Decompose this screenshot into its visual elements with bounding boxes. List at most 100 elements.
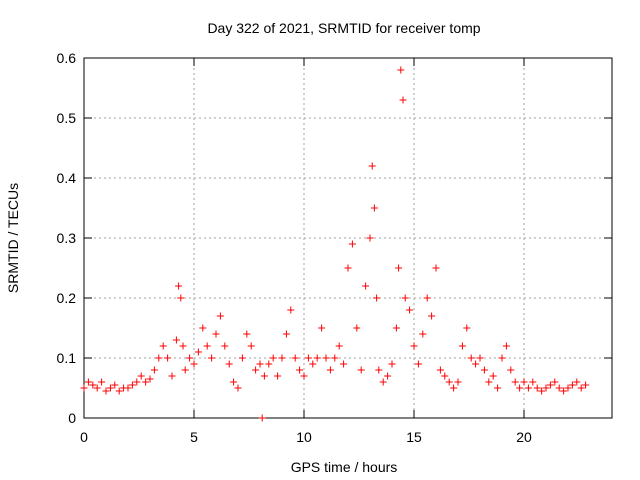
data-point bbox=[551, 378, 559, 386]
data-point bbox=[494, 384, 502, 392]
data-point bbox=[406, 306, 414, 314]
data-point bbox=[366, 234, 374, 242]
data-point bbox=[256, 360, 264, 368]
data-point bbox=[348, 240, 356, 248]
data-point bbox=[516, 384, 524, 392]
data-point bbox=[441, 372, 449, 380]
data-point bbox=[450, 384, 458, 392]
data-point bbox=[155, 354, 163, 362]
data-point bbox=[511, 378, 519, 386]
data-point bbox=[98, 378, 106, 386]
data-point bbox=[520, 378, 528, 386]
data-point bbox=[538, 387, 546, 395]
data-point bbox=[419, 330, 427, 338]
data-point bbox=[291, 354, 299, 362]
data-point bbox=[489, 372, 497, 380]
data-point bbox=[368, 162, 376, 170]
data-point bbox=[322, 354, 330, 362]
data-point bbox=[300, 372, 308, 380]
data-point bbox=[203, 342, 211, 350]
data-point bbox=[423, 294, 431, 302]
data-point bbox=[577, 384, 585, 392]
data-point bbox=[309, 360, 317, 368]
data-point bbox=[278, 354, 286, 362]
data-point bbox=[179, 342, 187, 350]
data-point bbox=[399, 96, 407, 104]
data-point bbox=[502, 342, 510, 350]
data-point bbox=[472, 360, 480, 368]
data-point bbox=[480, 366, 488, 374]
data-point bbox=[326, 366, 334, 374]
data-point bbox=[432, 264, 440, 272]
data-points bbox=[80, 66, 590, 422]
data-point bbox=[546, 381, 554, 389]
data-point bbox=[414, 360, 422, 368]
data-point bbox=[485, 378, 493, 386]
data-point bbox=[379, 378, 387, 386]
y-axis-label: SRMTID / TECUs bbox=[5, 183, 21, 293]
data-point bbox=[84, 378, 92, 386]
data-point bbox=[395, 264, 403, 272]
data-point bbox=[287, 306, 295, 314]
data-point bbox=[194, 348, 202, 356]
data-point bbox=[313, 354, 321, 362]
data-point bbox=[258, 414, 266, 422]
y-tick-label: 0.1 bbox=[57, 350, 77, 366]
data-point bbox=[296, 366, 304, 374]
data-point bbox=[476, 354, 484, 362]
data-point bbox=[533, 384, 541, 392]
data-point bbox=[269, 354, 277, 362]
data-point bbox=[177, 294, 185, 302]
data-point bbox=[102, 387, 110, 395]
y-tick-label: 0.3 bbox=[57, 230, 77, 246]
data-point bbox=[260, 372, 268, 380]
data-point bbox=[582, 381, 590, 389]
data-point bbox=[445, 378, 453, 386]
data-point bbox=[190, 360, 198, 368]
x-tick-label: 15 bbox=[406, 429, 422, 445]
data-point bbox=[463, 324, 471, 332]
data-point bbox=[362, 282, 370, 290]
data-point bbox=[212, 330, 220, 338]
data-point bbox=[524, 384, 532, 392]
data-point bbox=[498, 354, 506, 362]
data-point bbox=[216, 312, 224, 320]
data-point bbox=[555, 384, 563, 392]
data-point bbox=[243, 330, 251, 338]
data-point bbox=[142, 378, 150, 386]
data-point bbox=[146, 375, 154, 383]
y-tick-label: 0.5 bbox=[57, 110, 77, 126]
data-point bbox=[436, 366, 444, 374]
data-point bbox=[388, 360, 396, 368]
data-point bbox=[568, 381, 576, 389]
data-point bbox=[392, 324, 400, 332]
y-tick-label: 0.6 bbox=[57, 50, 77, 66]
plot-area bbox=[83, 57, 613, 419]
data-point bbox=[128, 381, 136, 389]
data-point bbox=[225, 360, 233, 368]
data-point bbox=[80, 384, 88, 392]
data-point bbox=[181, 366, 189, 374]
x-tick-label: 10 bbox=[296, 429, 312, 445]
data-point bbox=[238, 354, 246, 362]
data-point bbox=[199, 324, 207, 332]
data-point bbox=[208, 354, 216, 362]
data-point bbox=[507, 366, 515, 374]
data-point bbox=[542, 384, 550, 392]
y-tick-label: 0.4 bbox=[57, 170, 77, 186]
data-point bbox=[93, 384, 101, 392]
data-point bbox=[175, 282, 183, 290]
data-point bbox=[335, 342, 343, 350]
data-point bbox=[564, 384, 572, 392]
data-point bbox=[164, 354, 172, 362]
data-point bbox=[115, 387, 123, 395]
data-point bbox=[159, 342, 167, 350]
data-point bbox=[467, 354, 475, 362]
x-axis-label: GPS time / hours bbox=[291, 459, 398, 475]
data-point bbox=[573, 378, 581, 386]
data-point bbox=[172, 336, 180, 344]
data-point bbox=[340, 360, 348, 368]
y-tick-label: 0 bbox=[68, 410, 76, 426]
x-tick-label: 20 bbox=[516, 429, 532, 445]
